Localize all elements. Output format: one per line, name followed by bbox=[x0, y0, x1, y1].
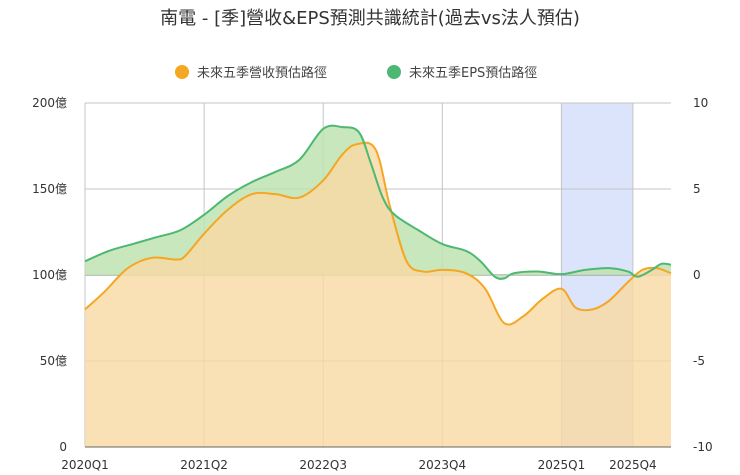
y-right-tick-label: 5 bbox=[693, 182, 701, 196]
y-left-tick-label: 50億 bbox=[40, 354, 67, 368]
x-tick-label: 2021Q2 bbox=[180, 458, 228, 472]
series-line-0[interactable] bbox=[84, 141, 672, 326]
y-left-tick-label: 0 bbox=[59, 440, 67, 454]
x-tick-label: 2025Q4 bbox=[609, 458, 657, 472]
series-line-1[interactable] bbox=[84, 124, 672, 280]
legend-marker bbox=[175, 65, 189, 79]
legend[interactable]: 未來五季營收預估路徑 未來五季EPS預估路徑 bbox=[175, 65, 537, 81]
x-tick-label: 2020Q1 bbox=[61, 458, 109, 472]
legend-item-0[interactable]: 未來五季營收預估路徑 bbox=[175, 65, 327, 81]
y-right-tick-label: -10 bbox=[693, 440, 713, 454]
legend-label: 未來五季營收預估路徑 bbox=[197, 65, 327, 81]
chart-title: 南電 - [季]營收&EPS預測共識統計(過去vs法人預估) bbox=[160, 8, 580, 29]
y-left-tick-label: 200億 bbox=[32, 96, 67, 110]
x-tick-label: 2025Q1 bbox=[538, 458, 586, 472]
y-right-tick-label: 10 bbox=[693, 96, 708, 110]
legend-item-1[interactable]: 未來五季EPS預估路徑 bbox=[387, 65, 537, 81]
legend-marker bbox=[387, 65, 401, 79]
y-left-tick-label: 100億 bbox=[32, 268, 67, 282]
y-right-tick-label: -5 bbox=[693, 354, 705, 368]
y-right-tick-label: 0 bbox=[693, 268, 701, 282]
series-area-0 bbox=[85, 142, 671, 447]
y-left-tick-label: 150億 bbox=[32, 182, 67, 196]
x-tick-label: 2023Q4 bbox=[419, 458, 467, 472]
legend-label: 未來五季EPS預估路徑 bbox=[409, 65, 537, 81]
x-tick-label: 2022Q3 bbox=[299, 458, 347, 472]
